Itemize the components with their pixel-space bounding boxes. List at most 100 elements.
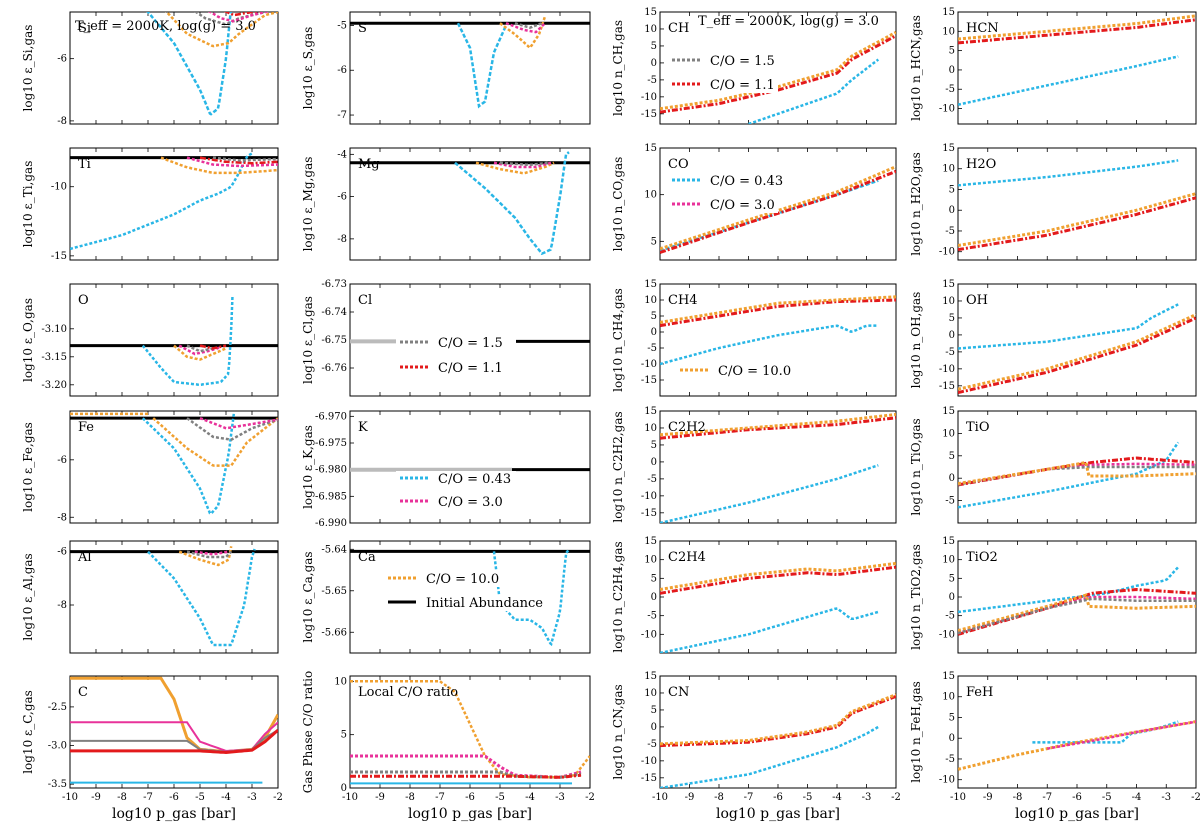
x-tick-label: -3 bbox=[247, 792, 257, 803]
x-tick-label: -10 bbox=[62, 792, 78, 803]
x-tick-label: -2 bbox=[585, 792, 595, 803]
plot-area bbox=[70, 546, 278, 647]
series-line bbox=[475, 161, 555, 175]
series-line bbox=[146, 12, 232, 116]
series-line bbox=[958, 55, 1179, 106]
x-tick-label: -10 bbox=[950, 792, 966, 803]
legend-bg bbox=[668, 173, 778, 189]
legend-item: C/O = 0.43 bbox=[396, 471, 516, 487]
series-line bbox=[660, 31, 896, 111]
x-axis-labels: -10 -9 -8 -7 -6 -5 -4 -3 -2 log10 p_gas [bar] -10 -… bbox=[62, 53, 1200, 822]
x-tick-label: -8 bbox=[1013, 792, 1023, 803]
x-tick-label: -2 bbox=[273, 792, 283, 803]
y-tick-label: 15 bbox=[942, 7, 955, 18]
chart-title: T_eff = 2000K, log(g) = 3.0 bbox=[75, 19, 256, 34]
y-axis-label: log10 n_FeH,gas bbox=[909, 681, 923, 783]
panel-label: CN bbox=[668, 685, 689, 700]
legend-item: C/O = 10.0 bbox=[676, 363, 796, 379]
y-tick-label: 10 bbox=[942, 164, 955, 175]
series-line bbox=[958, 456, 1196, 487]
legend-bg bbox=[384, 595, 554, 611]
plot-area bbox=[958, 566, 1196, 636]
series-line bbox=[186, 417, 278, 441]
y-tick-label: -6 bbox=[57, 455, 67, 466]
y-axis-label: log10 n_TiO2,gas bbox=[909, 544, 923, 650]
y-tick-label: 10 bbox=[644, 190, 657, 201]
series-line bbox=[660, 416, 896, 440]
plot-area bbox=[660, 693, 896, 788]
plot-area bbox=[660, 295, 896, 366]
series-line bbox=[454, 151, 570, 256]
panel-label: Cl bbox=[358, 293, 372, 308]
panel-label: OH bbox=[966, 293, 988, 308]
legend-bg bbox=[668, 197, 778, 213]
y-tick-label: -8 bbox=[57, 116, 67, 127]
series-line bbox=[660, 694, 896, 748]
x-tick-label: -6 bbox=[773, 792, 783, 803]
y-tick-label: 0 bbox=[651, 722, 657, 733]
y-tick-label: -6 bbox=[337, 65, 347, 76]
series-line bbox=[958, 595, 1196, 634]
y-tick-label: 10 bbox=[644, 555, 657, 566]
y-axis-label: log10 ε_C,gas bbox=[21, 690, 35, 774]
panel-label: CH bbox=[668, 21, 689, 36]
series-line bbox=[958, 18, 1196, 45]
y-tick-label: -5 bbox=[945, 84, 955, 95]
legend-bg bbox=[396, 360, 516, 376]
panel-frame bbox=[957, 675, 1197, 789]
y-axis-label: log10 n_CO,gas bbox=[611, 157, 625, 252]
x-tick-label: -6 bbox=[465, 792, 475, 803]
y-tick-label: 10 bbox=[334, 676, 347, 687]
legend-bg bbox=[384, 571, 534, 587]
x-tick-label: -5 bbox=[195, 792, 205, 803]
series-line bbox=[70, 721, 278, 752]
series-line bbox=[958, 465, 1196, 486]
series-line bbox=[350, 754, 582, 779]
series-line bbox=[500, 161, 549, 167]
y-tick-label: 10 bbox=[942, 692, 955, 703]
plot-area bbox=[350, 680, 590, 785]
panel-O: -3.10 -3.15 -3.20 log10 ε_O,gas O bbox=[21, 283, 279, 397]
y-tick-label: -5 bbox=[337, 20, 347, 31]
x-tick-label: -2 bbox=[891, 792, 901, 803]
legend-label: C/O = 10.0 bbox=[718, 364, 791, 379]
panel-frame bbox=[69, 283, 279, 397]
series-line bbox=[212, 156, 278, 162]
panel-S: -5 -6 -7 log10 ε_S,gas S bbox=[301, 11, 591, 125]
y-tick-label: 15 bbox=[644, 143, 657, 154]
panel-C2H4: 15 10 5 0 -5 -10 log10 n_C2H4,gas C2H4 bbox=[611, 536, 897, 654]
series-line bbox=[958, 192, 1196, 247]
series-line bbox=[958, 196, 1196, 252]
x-tick-label: -4 bbox=[832, 792, 842, 803]
y-tick-label: -5 bbox=[945, 226, 955, 237]
y-tick-label: -3.0 bbox=[48, 741, 67, 752]
panel-frame bbox=[69, 540, 279, 654]
y-tick-label: 5 bbox=[651, 41, 657, 52]
series-line bbox=[958, 720, 1196, 771]
y-tick-label: -10 bbox=[641, 629, 657, 640]
y-tick-label: 5 bbox=[949, 313, 955, 324]
series-line bbox=[70, 728, 278, 755]
y-tick-label: 0 bbox=[949, 733, 955, 744]
series-line bbox=[748, 58, 880, 124]
series-line bbox=[199, 417, 278, 430]
y-axis-label: log10 n_C2H2,gas bbox=[611, 411, 625, 522]
plot-area bbox=[958, 720, 1196, 771]
panel-label: Local C/O ratio bbox=[358, 685, 458, 700]
y-axis-label: Gas Phase C/O ratio bbox=[301, 671, 315, 793]
y-axis-label: log10 ε_Ti,gas bbox=[21, 161, 35, 248]
y-axis-label: log10 n_C2H4,gas bbox=[611, 541, 625, 652]
series-line bbox=[660, 725, 879, 788]
x-tick-label: -3 bbox=[555, 792, 565, 803]
y-tick-label: -5 bbox=[647, 75, 657, 86]
y-tick-label: -10 bbox=[641, 756, 657, 767]
x-tick-label: -8 bbox=[117, 792, 127, 803]
panel-C: -2.5 -3.0 -3.5 log10 ε_C,gas C bbox=[21, 675, 279, 790]
y-tick-label: -15 bbox=[641, 109, 657, 120]
x-axis-label: log10 p_gas [bar] bbox=[112, 806, 236, 822]
series-line bbox=[958, 303, 1179, 350]
legend-item: C/O = 10.0 bbox=[384, 571, 534, 587]
y-tick-label: -3.10 bbox=[41, 324, 67, 335]
panel-frame bbox=[69, 410, 279, 524]
x-tick-label: -7 bbox=[435, 792, 445, 803]
